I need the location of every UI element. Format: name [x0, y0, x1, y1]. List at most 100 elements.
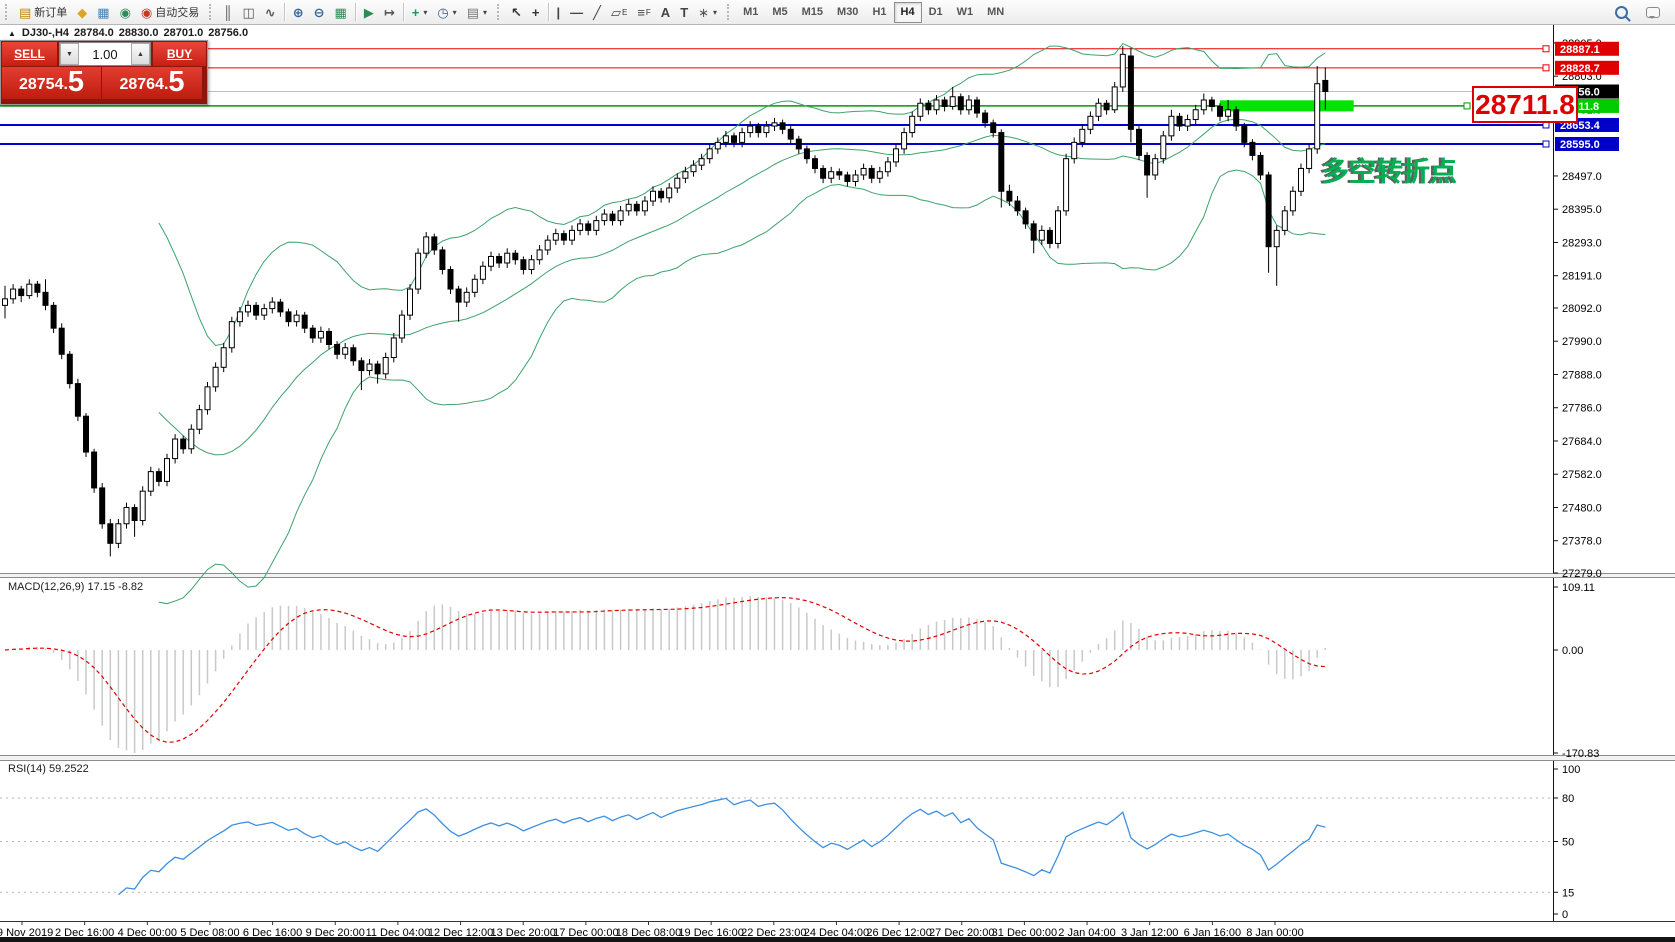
- auto-trading-button[interactable]: ◉ 自动交易: [136, 1, 204, 23]
- zoom-in-button[interactable]: ⊕: [288, 1, 309, 23]
- rsi-indicator-label: RSI(14) 59.2522: [8, 763, 89, 775]
- toolbar-drag-handle[interactable]: [727, 4, 733, 20]
- timeframe-mn-button[interactable]: MN: [987, 6, 1005, 18]
- line-anchor-handle[interactable]: [1542, 45, 1550, 53]
- timeframe-m1-button[interactable]: M1: [743, 6, 759, 18]
- search-button[interactable]: [1610, 1, 1633, 23]
- chart-candles-button[interactable]: ◫: [238, 1, 260, 23]
- svg-text:27990.0: 27990.0: [1562, 336, 1602, 348]
- svg-text:17 Dec 00:00: 17 Dec 00:00: [553, 927, 618, 939]
- trendline-button[interactable]: ╱: [588, 1, 606, 23]
- crosshair-icon: +: [531, 4, 540, 20]
- chart-shift-button[interactable]: ↦: [379, 1, 400, 23]
- sell-price-fraction: 5: [67, 66, 85, 98]
- toolbar-drag-handle[interactable]: [5, 4, 11, 20]
- sell-price-display[interactable]: 28754. 5: [2, 67, 101, 99]
- arrows-button[interactable]: ∗ ▾: [693, 1, 722, 23]
- chevron-down-icon[interactable]: ▾: [482, 7, 487, 17]
- chat-button[interactable]: [1641, 1, 1665, 23]
- text-button[interactable]: A: [656, 1, 675, 23]
- support-zone-rectangle[interactable]: [1220, 100, 1354, 112]
- line-anchor-handle[interactable]: [1542, 140, 1550, 148]
- volume-input[interactable]: 1.00: [92, 46, 118, 62]
- periods-icon: ◷: [437, 4, 449, 20]
- svg-text:2 Jan 04:00: 2 Jan 04:00: [1058, 927, 1116, 939]
- market-watch-icon: ◆: [77, 4, 88, 20]
- timeframe-h4-button[interactable]: H4: [893, 1, 922, 23]
- data-window-button[interactable]: ▦: [92, 1, 114, 23]
- line-anchor-handle[interactable]: [1463, 102, 1471, 110]
- templates-button[interactable]: ▤ ▾: [462, 1, 492, 23]
- volume-increase-button[interactable]: ▲: [131, 43, 150, 65]
- svg-text:0: 0: [1562, 909, 1568, 921]
- volume-decrease-button[interactable]: ▼: [60, 43, 79, 65]
- chevron-down-icon[interactable]: ▾: [713, 7, 718, 17]
- navigator-button[interactable]: ◉: [115, 1, 136, 23]
- close-value: 28756.0: [208, 27, 249, 39]
- price-tag: [1555, 137, 1619, 151]
- timeframe-m30-button[interactable]: M30: [837, 6, 859, 18]
- periods-button[interactable]: ◷ ▾: [432, 1, 461, 23]
- chevron-down-icon[interactable]: ▾: [423, 7, 428, 17]
- market-watch-button[interactable]: ◆: [72, 1, 92, 23]
- zoom-in-icon: ⊕: [292, 4, 304, 20]
- channel-button-letter: E: [621, 7, 628, 17]
- price-callout-label[interactable]: 28711.8: [1472, 86, 1578, 123]
- symbol-ohlc-header[interactable]: ▲ DJ30-,H4 28784.0 28830.0 28701.0 28756.0: [8, 27, 253, 39]
- zoom-out-icon: ⊖: [313, 4, 325, 20]
- channel-button[interactable]: ▱ E: [606, 1, 632, 23]
- svg-text:3 Jan 12:00: 3 Jan 12:00: [1121, 927, 1179, 939]
- toolbar-separator: [283, 3, 285, 21]
- svg-text:100: 100: [1562, 764, 1580, 776]
- svg-text:6 Dec 16:00: 6 Dec 16:00: [243, 927, 302, 939]
- auto-scroll-button[interactable]: ▶: [359, 1, 379, 23]
- vertical-line-button[interactable]: |: [552, 1, 566, 23]
- arrows-icon: ∗: [698, 4, 710, 20]
- auto-scroll-icon: ▶: [363, 4, 374, 20]
- toolbar-drag-handle[interactable]: [497, 4, 503, 20]
- timeframe-h1-button[interactable]: H1: [872, 6, 887, 18]
- zoom-out-button[interactable]: ⊖: [309, 1, 330, 23]
- fibonacci-button[interactable]: ≡ F: [632, 1, 655, 23]
- horizontal-line-button[interactable]: —: [565, 1, 588, 23]
- rsi-line: [117, 797, 1326, 896]
- svg-text:80: 80: [1562, 793, 1574, 805]
- price-axis[interactable]: 28905.028803.028701.028497.028395.028293…: [1553, 38, 1619, 580]
- svg-text:27786.0: 27786.0: [1562, 403, 1602, 415]
- text-label-icon: T: [680, 4, 689, 20]
- timeframe-m15-button[interactable]: M15: [801, 6, 824, 18]
- cursor-button[interactable]: ↖: [506, 1, 527, 23]
- price-tag: [1555, 60, 1619, 75]
- buy-button[interactable]: BUY: [153, 42, 206, 66]
- chevron-down-icon[interactable]: ▾: [452, 7, 457, 17]
- svg-text:27480.0: 27480.0: [1562, 502, 1602, 514]
- svg-text:28497.0: 28497.0: [1562, 171, 1602, 183]
- svg-text:27 Dec 20:00: 27 Dec 20:00: [929, 927, 994, 939]
- timeframe-m5-button[interactable]: M5: [772, 6, 788, 18]
- tile-windows-icon: ▦: [334, 4, 347, 20]
- chart-bars-button[interactable]: ║: [218, 1, 237, 23]
- buy-price-display[interactable]: 28764. 5: [102, 67, 202, 99]
- crosshair-button[interactable]: +: [527, 1, 545, 23]
- sell-button[interactable]: SELL: [2, 42, 57, 66]
- turning-point-annotation[interactable]: 多空转折点: [1322, 157, 1457, 187]
- timeframe-w1-button[interactable]: W1: [956, 6, 974, 18]
- svg-text:29 Nov 2019: 29 Nov 2019: [0, 927, 53, 939]
- chart-line-button[interactable]: ∿: [260, 1, 281, 23]
- tile-windows-button[interactable]: ▦: [330, 1, 352, 23]
- indicators-button[interactable]: + ▾: [407, 1, 433, 23]
- line-anchor-handle[interactable]: [1542, 64, 1550, 72]
- svg-text:4 Dec 00:00: 4 Dec 00:00: [118, 927, 177, 939]
- toolbar-drag-handle[interactable]: [209, 4, 215, 20]
- pane-separator[interactable]: [0, 755, 1675, 761]
- low-value: 28701.0: [163, 27, 204, 39]
- svg-text:27279.0: 27279.0: [1562, 568, 1602, 580]
- chart-bars-icon: ║: [223, 4, 233, 20]
- pane-separator[interactable]: [0, 573, 1675, 578]
- collapse-triangle-icon[interactable]: ▲: [8, 29, 16, 38]
- new-order-button[interactable]: ▤ 新订单: [14, 1, 72, 23]
- text-label-button[interactable]: T: [675, 1, 693, 23]
- timeframe-d1-button[interactable]: D1: [928, 6, 943, 18]
